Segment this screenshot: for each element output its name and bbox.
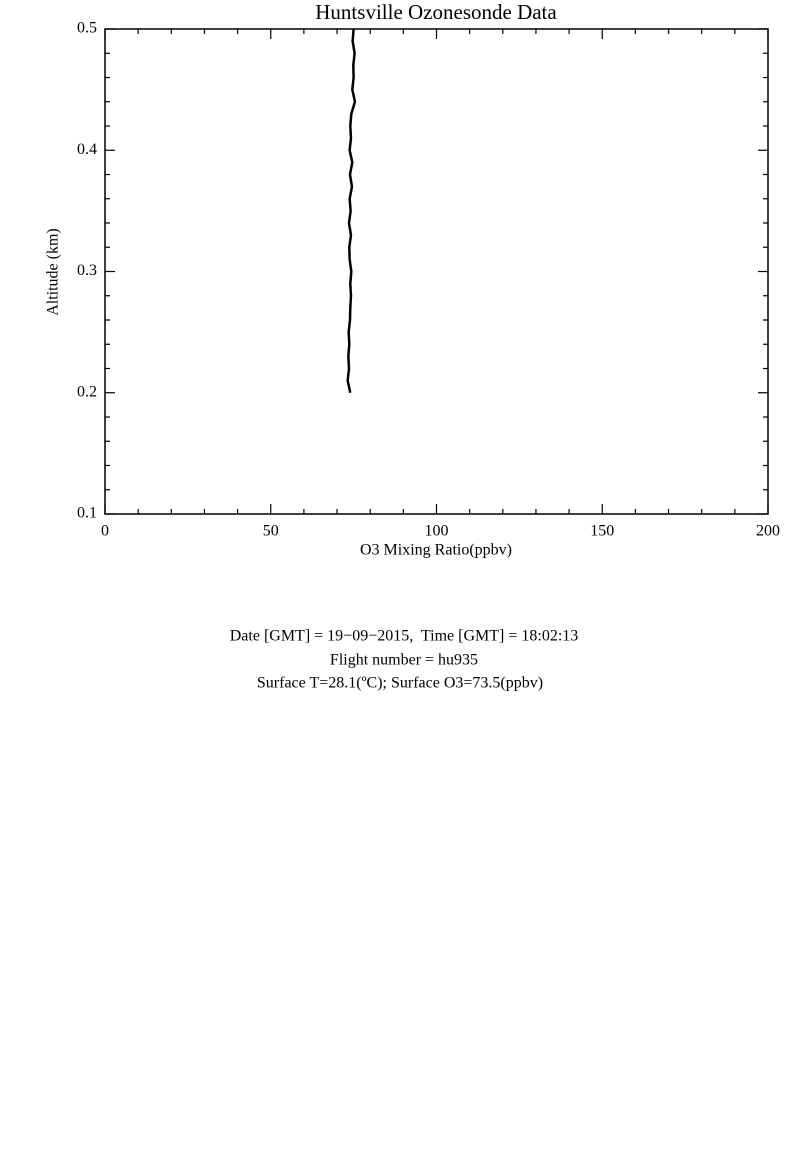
y-tick-label: 0.4	[77, 141, 97, 158]
annotation: Flight number = hu935	[330, 652, 478, 669]
y-axis-label: Altitude (km)	[45, 228, 62, 316]
y-tick-label: 0.2	[77, 383, 97, 400]
x-tick-label: 50	[263, 523, 279, 540]
annotation: Surface T=28.1(ºC); Surface O3=73.5(ppbv…	[257, 675, 543, 692]
y-tick-label: 0.5	[77, 20, 97, 37]
annotation: Date [GMT] = 19−09−2015, Time [GMT] = 18…	[230, 628, 579, 645]
y-tick-label: 0.3	[77, 262, 97, 279]
x-tick-label: 100	[425, 523, 449, 540]
data-line	[346, 28, 357, 394]
x-tick-label: 150	[590, 523, 614, 540]
chart-title: Huntsville Ozonesonde Data	[315, 0, 557, 24]
y-tick-label: 0.1	[77, 505, 97, 522]
x-tick-label: 200	[756, 523, 780, 540]
x-tick-label: 0	[101, 523, 109, 540]
x-axis-label: O3 Mixing Ratio(ppbv)	[360, 542, 512, 559]
